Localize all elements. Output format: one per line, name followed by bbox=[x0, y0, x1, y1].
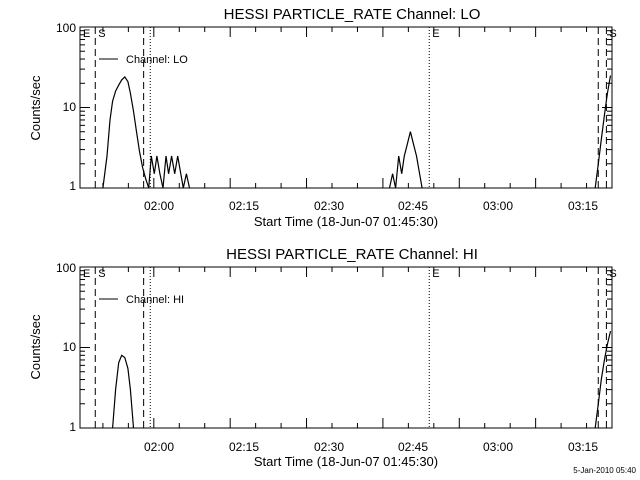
panel-channel-hi: HESSI PARTICLE_RATE Channel: HI Start Ti… bbox=[28, 246, 617, 469]
x-axis-label: Start Time (18-Jun-07 01:45:30) bbox=[254, 454, 438, 469]
event-marker-label: E bbox=[432, 268, 439, 280]
x-tick-label-0300: 03:00 bbox=[483, 199, 513, 213]
generation-timestamp: 5-Jan-2010 05:40 bbox=[573, 466, 636, 475]
x-tick-label-0315: 03:15 bbox=[568, 199, 598, 213]
x-tick-label-0200: 02:00 bbox=[144, 199, 174, 213]
x-tick-label-0200: 02:00 bbox=[144, 440, 174, 454]
event-marker-label: S bbox=[98, 28, 105, 40]
event-marker-label: E bbox=[83, 268, 90, 280]
y-tick-label-100: 100 bbox=[56, 21, 76, 35]
x-tick-label-0230: 02:30 bbox=[314, 440, 344, 454]
series-line bbox=[388, 131, 423, 189]
x-tick-label-0215: 02:15 bbox=[229, 440, 259, 454]
x-tick-label-0315: 03:15 bbox=[568, 440, 598, 454]
y-axis-label: Counts/sec bbox=[28, 75, 43, 141]
x-axis-label: Start Time (18-Jun-07 01:45:30) bbox=[254, 214, 438, 229]
series-line bbox=[594, 330, 612, 429]
event-marker-label: S bbox=[609, 268, 616, 280]
x-tick-label-0215: 02:15 bbox=[229, 199, 259, 213]
series-line bbox=[594, 75, 612, 189]
series-line bbox=[112, 354, 135, 429]
y-tick-label-10: 10 bbox=[63, 100, 77, 114]
y-axis-label: Counts/sec bbox=[28, 314, 43, 380]
legend-label: Channel: HI bbox=[126, 294, 184, 306]
y-tick-label-1: 1 bbox=[69, 420, 76, 434]
x-tick-label-0300: 03:00 bbox=[483, 440, 513, 454]
event-marker-label: S bbox=[609, 28, 616, 40]
panel-channel-lo: HESSI PARTICLE_RATE Channel: LO Start Ti… bbox=[28, 6, 617, 229]
x-tick-label-0245: 02:45 bbox=[398, 199, 428, 213]
y-tick-label-1: 1 bbox=[69, 179, 76, 193]
x-tick-label-0245: 02:45 bbox=[398, 440, 428, 454]
series-line bbox=[102, 75, 191, 189]
panel-title: HESSI PARTICLE_RATE Channel: HI bbox=[226, 246, 478, 263]
y-tick-label-100: 100 bbox=[56, 261, 76, 275]
legend-label: Channel: LO bbox=[126, 54, 188, 66]
event-marker-label: S bbox=[98, 268, 105, 280]
event-marker-label: E bbox=[432, 28, 439, 40]
x-tick-label-0230: 02:30 bbox=[314, 199, 344, 213]
event-marker-label: E bbox=[83, 28, 90, 40]
y-tick-label-10: 10 bbox=[63, 340, 77, 354]
panel-title: HESSI PARTICLE_RATE Channel: LO bbox=[224, 6, 481, 23]
